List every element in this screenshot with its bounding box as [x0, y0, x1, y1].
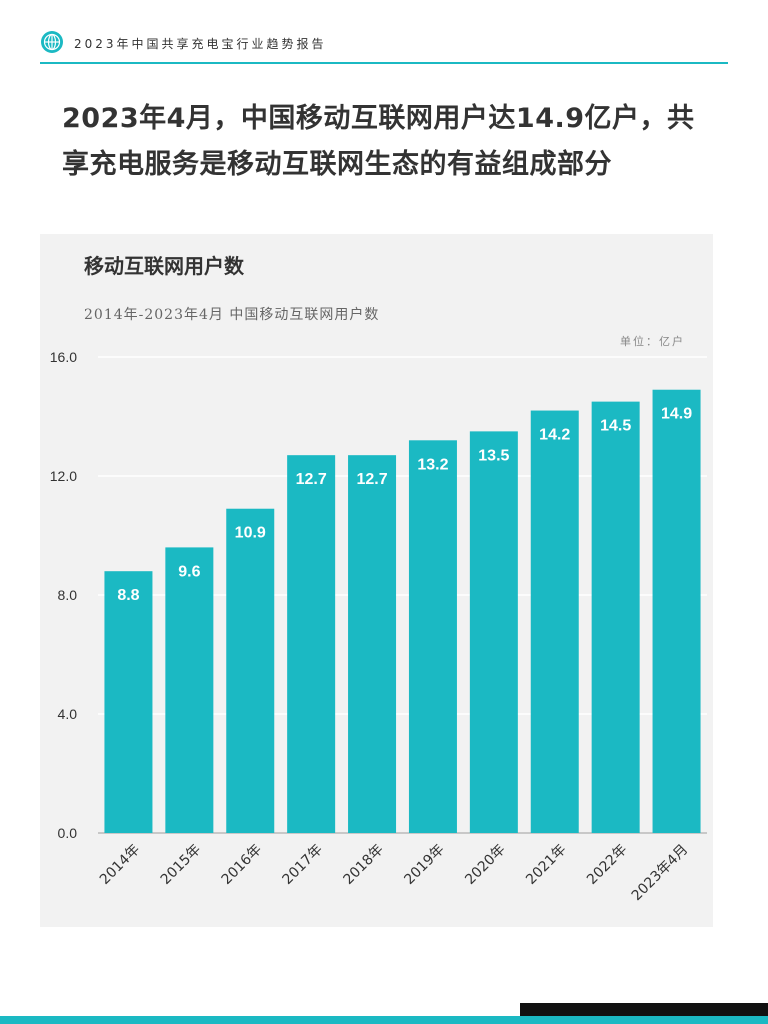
- bar-value-label: 13.2: [417, 456, 448, 473]
- x-tick-label: 2021年: [523, 842, 569, 888]
- x-tick-label: 2019年: [401, 842, 447, 888]
- bar: [652, 389, 701, 833]
- footer-bar-accent: [0, 1016, 768, 1024]
- x-tick-label: 2015年: [158, 842, 204, 888]
- x-tick-label: 2016年: [219, 842, 265, 888]
- bar: [104, 571, 153, 833]
- bar-value-label: 14.9: [661, 406, 692, 423]
- report-title: 2023年中国共享充电宝行业趋势报告: [74, 37, 327, 51]
- chart-title: 移动互联网用户数: [84, 254, 244, 278]
- bar: [591, 401, 640, 833]
- x-tick-label: 2022年: [584, 842, 630, 888]
- x-tick-label: 2017年: [280, 842, 326, 888]
- bar: [226, 508, 275, 833]
- page-headline: 2023年4月，中国移动互联网用户达14.9亿户，共享充电服务是移动互联网生态的…: [62, 103, 695, 180]
- bar: [469, 431, 518, 833]
- bar-value-label: 9.6: [178, 563, 200, 580]
- y-tick-label: 16.0: [50, 349, 77, 365]
- bar-value-label: 14.5: [600, 418, 631, 435]
- bar: [408, 440, 457, 833]
- bar: [287, 455, 336, 833]
- header-divider: [40, 62, 728, 64]
- y-tick-label: 8.0: [58, 587, 78, 603]
- x-tick-label: 2014年: [97, 842, 143, 888]
- footer-bar-dark: [520, 1003, 768, 1016]
- x-tick-label: 2018年: [340, 842, 386, 888]
- bar: [165, 547, 214, 833]
- bar-value-label: 10.9: [235, 525, 266, 542]
- y-tick-label: 12.0: [50, 468, 77, 484]
- chart-subtitle: 2014年-2023年4月 中国移动互联网用户数: [84, 307, 380, 323]
- globe-icon: [40, 30, 64, 54]
- bar-value-label: 12.7: [296, 471, 327, 488]
- bar-value-label: 8.8: [117, 587, 139, 604]
- bar-value-label: 13.5: [478, 447, 509, 464]
- y-tick-label: 0.0: [58, 825, 78, 841]
- unit-label: 单位：亿户: [620, 335, 685, 348]
- report-header: 2023年中国共享充电宝行业趋势报告: [40, 28, 728, 64]
- y-tick-label: 4.0: [58, 706, 78, 722]
- bar-value-label: 12.7: [356, 471, 387, 488]
- bar-value-label: 14.2: [539, 427, 570, 444]
- bar: [530, 410, 579, 833]
- bar: [348, 455, 397, 833]
- x-tick-label: 2020年: [462, 842, 508, 888]
- x-tick-label: 2023年4月: [629, 842, 692, 905]
